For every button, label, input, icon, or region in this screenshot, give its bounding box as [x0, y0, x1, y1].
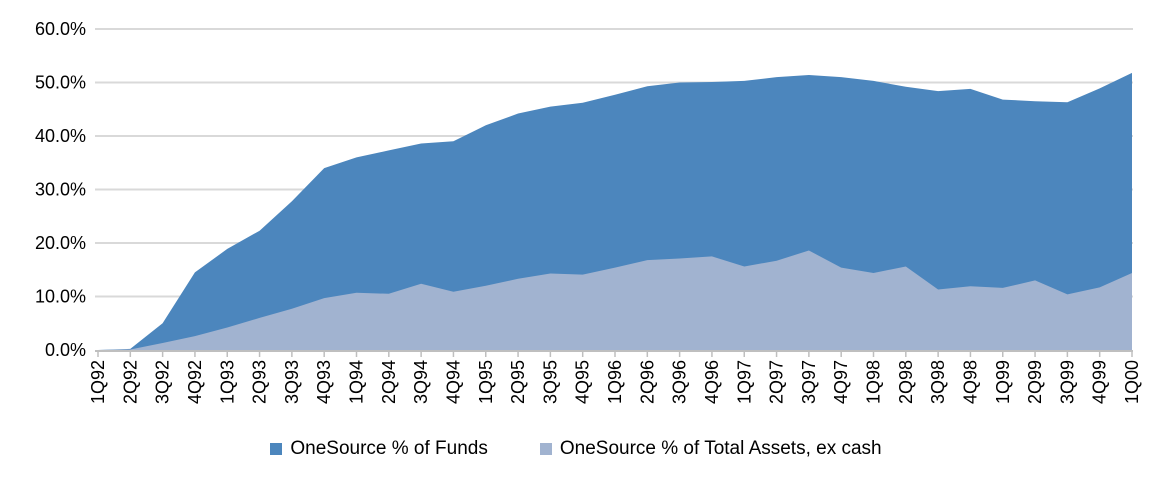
svg-text:0.0%: 0.0% — [45, 340, 86, 360]
legend-swatch-total-assets — [539, 443, 552, 455]
svg-text:3Q99: 3Q99 — [1057, 360, 1077, 404]
svg-text:4Q97: 4Q97 — [831, 360, 851, 404]
svg-text:1Q94: 1Q94 — [347, 360, 367, 404]
svg-text:3Q98: 3Q98 — [928, 360, 948, 404]
svg-text:3Q94: 3Q94 — [411, 360, 431, 404]
svg-text:4Q99: 4Q99 — [1090, 360, 1110, 404]
svg-text:60.0%: 60.0% — [35, 19, 86, 39]
svg-text:1Q92: 1Q92 — [88, 360, 108, 404]
svg-text:3Q97: 3Q97 — [799, 360, 819, 404]
legend: OneSource % of Funds OneSource % of Tota… — [0, 438, 1152, 460]
svg-text:2Q93: 2Q93 — [250, 360, 270, 404]
svg-text:1Q93: 1Q93 — [217, 360, 237, 404]
legend-item-total-assets: OneSource % of Total Assets, ex cash — [539, 438, 882, 460]
plot-area: 0.0% 10.0% 20.0% 30.0% 40.0% 50.0% 60.0% 1Q92 2Q… — [35, 19, 1142, 404]
svg-text:4Q95: 4Q95 — [573, 360, 593, 404]
svg-text:20.0%: 20.0% — [35, 233, 86, 253]
svg-text:2Q96: 2Q96 — [637, 360, 657, 404]
svg-text:1Q96: 1Q96 — [605, 360, 625, 404]
svg-text:4Q94: 4Q94 — [443, 360, 463, 404]
svg-text:40.0%: 40.0% — [35, 126, 86, 146]
svg-text:3Q96: 3Q96 — [670, 360, 690, 404]
svg-text:2Q97: 2Q97 — [767, 360, 787, 404]
svg-text:4Q92: 4Q92 — [185, 360, 205, 404]
legend-label-funds: OneSource % of Funds — [290, 438, 488, 459]
svg-text:2Q95: 2Q95 — [508, 360, 528, 404]
svg-text:50.0%: 50.0% — [35, 73, 86, 93]
svg-text:3Q92: 3Q92 — [153, 360, 173, 404]
svg-text:1Q97: 1Q97 — [734, 360, 754, 404]
svg-text:2Q94: 2Q94 — [379, 360, 399, 404]
legend-item-funds: OneSource % of Funds — [270, 438, 488, 460]
svg-text:3Q95: 3Q95 — [540, 360, 560, 404]
svg-text:4Q98: 4Q98 — [960, 360, 980, 404]
svg-text:2Q92: 2Q92 — [120, 360, 140, 404]
svg-text:10.0%: 10.0% — [35, 287, 86, 307]
svg-text:30.0%: 30.0% — [35, 180, 86, 200]
svg-text:1Q99: 1Q99 — [993, 360, 1013, 404]
legend-label-total-assets: OneSource % of Total Assets, ex cash — [559, 438, 882, 459]
svg-text:4Q96: 4Q96 — [702, 360, 722, 404]
legend-swatch-funds — [270, 443, 283, 455]
svg-text:1Q00: 1Q00 — [1122, 360, 1142, 404]
svg-text:2Q99: 2Q99 — [1025, 360, 1045, 404]
svg-text:2Q98: 2Q98 — [896, 360, 916, 404]
svg-text:1Q95: 1Q95 — [476, 360, 496, 404]
svg-text:3Q93: 3Q93 — [282, 360, 302, 404]
svg-text:1Q98: 1Q98 — [864, 360, 884, 404]
svg-text:4Q93: 4Q93 — [314, 360, 334, 404]
